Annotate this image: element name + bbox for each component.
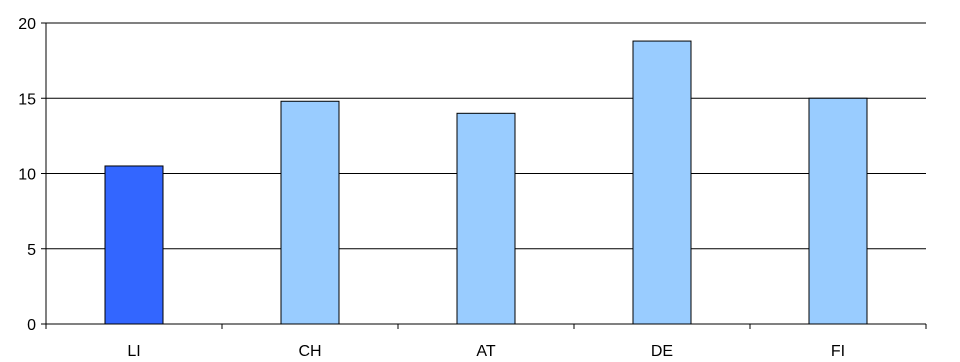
x-tick-label: FI [831, 343, 845, 360]
x-tick-labels: LI CH AT DE FI [127, 343, 845, 360]
bars [104, 40, 868, 325]
x-tick-label: CH [298, 343, 321, 360]
y-tick-label: 5 [27, 242, 36, 259]
bar-at [456, 112, 516, 325]
axes [41, 22, 927, 329]
x-tick-label: LI [127, 343, 140, 360]
y-tick-label: 15 [18, 91, 36, 108]
x-tick-label: DE [651, 343, 673, 360]
bar-li [104, 165, 164, 325]
bar-fi [808, 97, 868, 325]
bar-ch [280, 100, 340, 325]
x-tick-label: AT [476, 343, 495, 360]
y-tick-label: 0 [27, 317, 36, 334]
bar-de [632, 40, 692, 325]
y-tick-label: 10 [18, 167, 36, 184]
y-tick-label: 20 [18, 16, 36, 33]
y-tick-labels: 0 5 10 15 20 [18, 16, 36, 334]
